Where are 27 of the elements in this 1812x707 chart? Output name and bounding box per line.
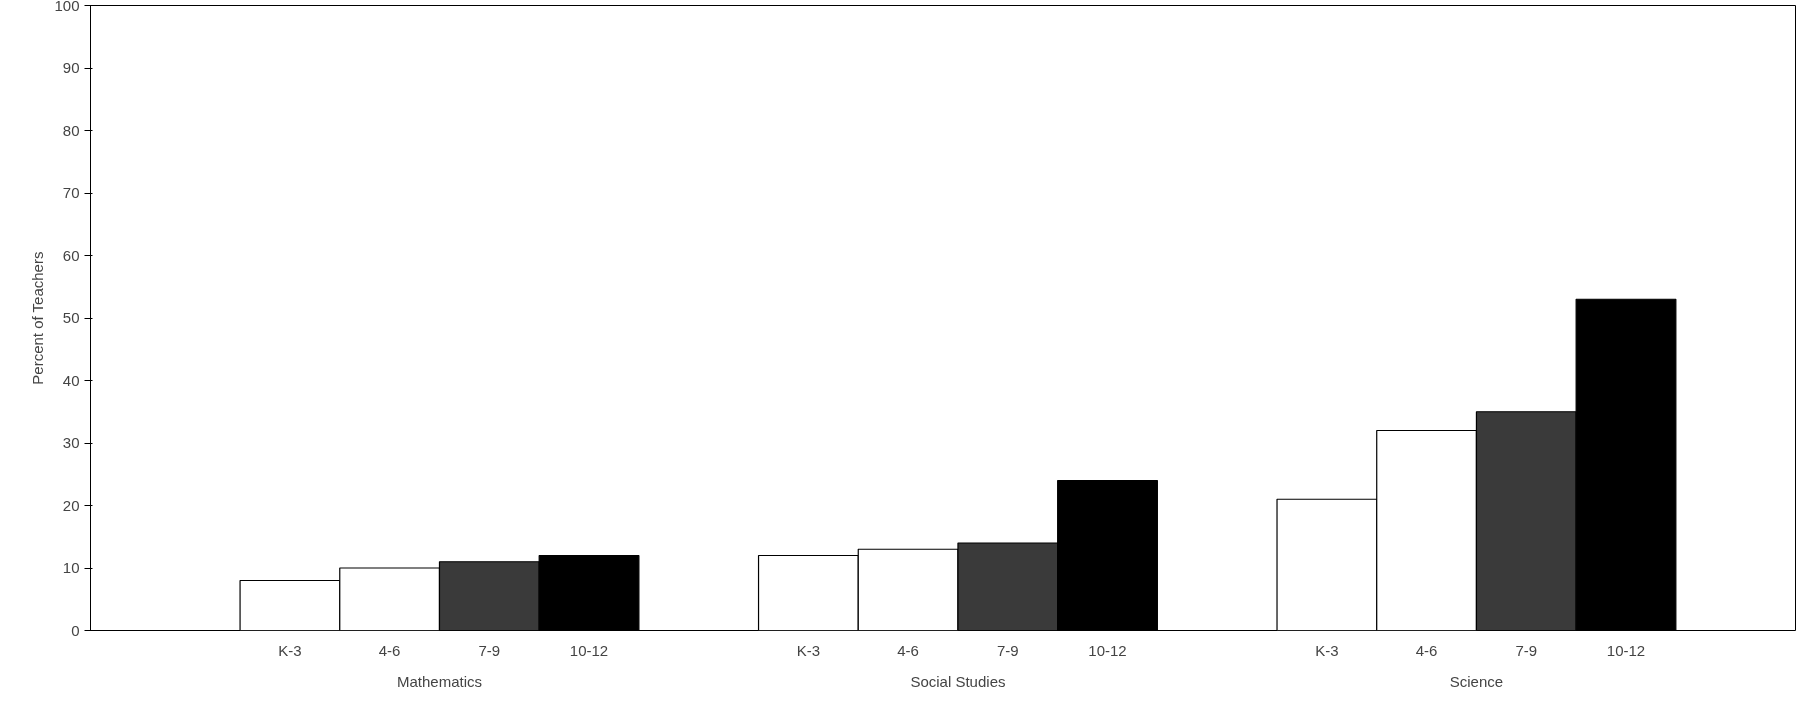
y-tick-label: 30 (62, 434, 80, 451)
y-axis-title: Percent of Teachers (29, 251, 47, 385)
x-tick-label: Science (1449, 672, 1504, 690)
y-tick-label: 60 (62, 246, 80, 264)
x-tick-label: Social Studies (910, 672, 1006, 690)
text: 10-12 (1088, 641, 1127, 659)
text: K-3 (1315, 641, 1339, 659)
text: 10-12 (1606, 641, 1646, 659)
series-label: 4-6 (378, 641, 401, 659)
y-tick-label: 20 (62, 496, 80, 514)
y-tick-label: 50 (62, 309, 80, 326)
series-label: K-3 (278, 641, 302, 659)
text: 4-6 (897, 641, 919, 659)
y-tick-label: 70 (62, 184, 80, 201)
y-tick-label: 40 (62, 371, 80, 389)
y-tick-label: 10 (62, 559, 80, 576)
text: K-3 (796, 641, 821, 659)
x-tick-label: Mathematics (396, 672, 482, 690)
y-tick-label: 80 (62, 121, 80, 139)
series-label: 7-9 (478, 641, 501, 659)
text: 7-9 (996, 641, 1019, 659)
text: 7-9 (1515, 641, 1538, 659)
text: 4-6 (1415, 641, 1438, 659)
y-tick-label: 90 (62, 59, 80, 76)
y-tick-label: 100 (54, 0, 80, 14)
y-tick-label: 0 (71, 621, 80, 639)
series-label: 10-12 (569, 641, 609, 659)
